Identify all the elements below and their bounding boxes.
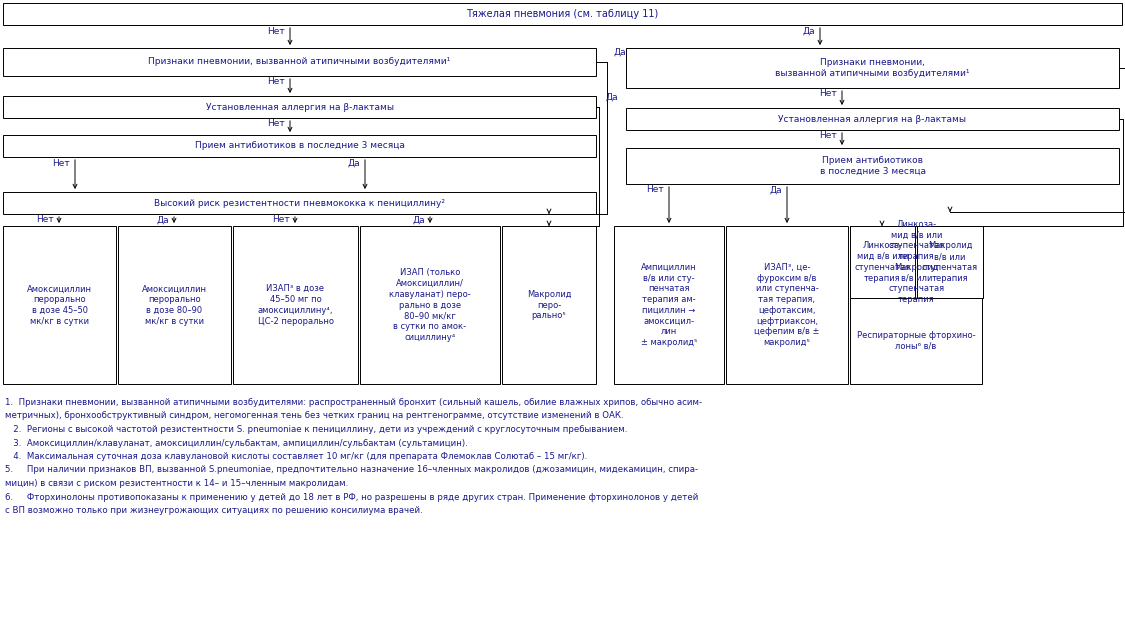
Text: Линкоза-
мид в/в или
ступенчатая
терапия: Линкоза- мид в/в или ступенчатая терапия — [855, 241, 910, 282]
Text: Нет: Нет — [52, 159, 70, 168]
Text: 6.     Фторхинолоны противопоказаны к применению у детей до 18 лет в РФ, но разр: 6. Фторхинолоны противопоказаны к примен… — [4, 492, 699, 501]
Text: Да: Да — [770, 186, 782, 194]
FancyBboxPatch shape — [626, 48, 1119, 88]
Text: Прием антибиотиков в последние 3 месяца: Прием антибиотиков в последние 3 месяца — [195, 141, 405, 151]
FancyBboxPatch shape — [233, 226, 358, 384]
Text: Да: Да — [348, 159, 360, 168]
Text: Тяжелая пневмония (см. таблицу 11): Тяжелая пневмония (см. таблицу 11) — [467, 9, 658, 19]
Text: Установленная аллергия на β-лактамы: Установленная аллергия на β-лактамы — [778, 114, 966, 124]
Text: мицин) в связи с риском резистентности к 14– и 15–членным макролидам.: мицин) в связи с риском резистентности к… — [4, 479, 349, 488]
FancyBboxPatch shape — [360, 226, 500, 384]
Text: Нет: Нет — [268, 78, 285, 86]
Text: Да: Да — [413, 216, 425, 224]
Text: метричных), бронхообструктивный синдром, негомогенная тень без четких границ на : метричных), бронхообструктивный синдром,… — [4, 411, 623, 421]
FancyBboxPatch shape — [3, 226, 116, 384]
Text: Нет: Нет — [268, 26, 285, 36]
FancyBboxPatch shape — [850, 226, 983, 298]
Text: Высокий риск резистентности пневмококка к пенициллину²: Высокий риск резистентности пневмококка … — [154, 199, 446, 208]
Text: Нет: Нет — [272, 216, 290, 224]
FancyBboxPatch shape — [626, 108, 1119, 130]
FancyBboxPatch shape — [850, 226, 915, 298]
Text: Нет: Нет — [36, 216, 54, 224]
Text: Линкоза-
мид в/в или
ступенчатая
терапия
Макролид
в/в или
ступенчатая
терапия: Линкоза- мид в/в или ступенчатая терапия… — [889, 220, 945, 304]
Text: с ВП возможно только при жизнеугрожающих ситуациях по решению консилиума врачей.: с ВП возможно только при жизнеугрожающих… — [4, 506, 423, 515]
Text: Нет: Нет — [819, 89, 837, 99]
Text: Признаки пневмонии, вызванной атипичными возбудителями¹: Признаки пневмонии, вызванной атипичными… — [148, 58, 451, 66]
Text: Нет: Нет — [268, 119, 285, 129]
Text: 1.  Признаки пневмонии, вызванной атипичными возбудителями: распространенный бро: 1. Признаки пневмонии, вызванной атипичн… — [4, 398, 702, 407]
Text: Да: Да — [605, 93, 618, 102]
Text: ИЗАП³, це-
фуроксим в/в
или ступенча-
тая терапия,
цефотаксим,
цефтриаксон,
цефе: ИЗАП³, це- фуроксим в/в или ступенча- та… — [754, 263, 820, 347]
Text: Да: Да — [156, 216, 169, 224]
Text: 3.  Амоксициллин/клавуланат, амоксициллин/сульбактам, ампициллин/сульбактам (сул: 3. Амоксициллин/клавуланат, амоксициллин… — [4, 439, 468, 448]
FancyBboxPatch shape — [850, 298, 982, 384]
Text: Прием антибиотиков
в последние 3 месяца: Прием антибиотиков в последние 3 месяца — [819, 156, 926, 176]
Text: ИЗАП (только
Амоксициллин/
клавуланат) перо-
рально в дозе
80–90 мк/кг
в сутки п: ИЗАП (только Амоксициллин/ клавуланат) п… — [389, 268, 471, 342]
FancyBboxPatch shape — [3, 48, 596, 76]
FancyBboxPatch shape — [626, 148, 1119, 184]
Text: Признаки пневмонии,
вызванной атипичными возбудителями¹: Признаки пневмонии, вызванной атипичными… — [775, 58, 970, 78]
FancyBboxPatch shape — [502, 226, 596, 384]
Text: Нет: Нет — [646, 186, 664, 194]
FancyBboxPatch shape — [917, 226, 983, 298]
Text: 2.  Регионы с высокой частотой резистентности S. pneumoniae к пенициллину, дети : 2. Регионы с высокой частотой резистентн… — [4, 425, 628, 434]
Text: ИЗАП³ в дозе
45–50 мг по
амоксициллину⁴,
ЦС-2 перорально: ИЗАП³ в дозе 45–50 мг по амоксициллину⁴,… — [258, 284, 333, 326]
FancyBboxPatch shape — [726, 226, 848, 384]
FancyBboxPatch shape — [3, 96, 596, 118]
Text: Ампициллин
в/в или сту-
пенчатая
терапия ам-
пициллин →
амоксицил-
лин
± макроли: Ампициллин в/в или сту- пенчатая терапия… — [641, 263, 698, 347]
FancyBboxPatch shape — [3, 192, 596, 214]
Text: Респираторные фторхино-
лоны⁶ в/в: Респираторные фторхино- лоны⁶ в/в — [857, 331, 975, 351]
Text: 5.     При наличии признаков ВП, вызванной S.pneumoniae, предпочтительно назначе: 5. При наличии признаков ВП, вызванной S… — [4, 466, 699, 474]
Text: Амоксициллин
перорально
в дозе 45–50
мк/кг в сутки: Амоксициллин перорально в дозе 45–50 мк/… — [27, 284, 92, 326]
Text: 4.  Максимальная суточная доза клавулановой кислоты составляет 10 мг/кг (для пре: 4. Максимальная суточная доза клавуланов… — [4, 452, 587, 461]
FancyBboxPatch shape — [3, 3, 1122, 25]
Text: Да: Да — [614, 48, 627, 57]
Text: Макролид
в/в или
ступенчатая
терапия: Макролид в/в или ступенчатая терапия — [922, 241, 978, 282]
Text: Установленная аллергия на β-лактамы: Установленная аллергия на β-лактамы — [206, 102, 394, 111]
Text: Амоксициллин
перорально
в дозе 80–90
мк/кг в сутки: Амоксициллин перорально в дозе 80–90 мк/… — [142, 284, 207, 326]
Text: Нет: Нет — [819, 131, 837, 141]
Text: Да: Да — [802, 26, 814, 36]
FancyBboxPatch shape — [118, 226, 231, 384]
Text: Макролид
перо-
рально⁵: Макролид перо- рально⁵ — [526, 290, 572, 320]
FancyBboxPatch shape — [3, 135, 596, 157]
FancyBboxPatch shape — [614, 226, 724, 384]
